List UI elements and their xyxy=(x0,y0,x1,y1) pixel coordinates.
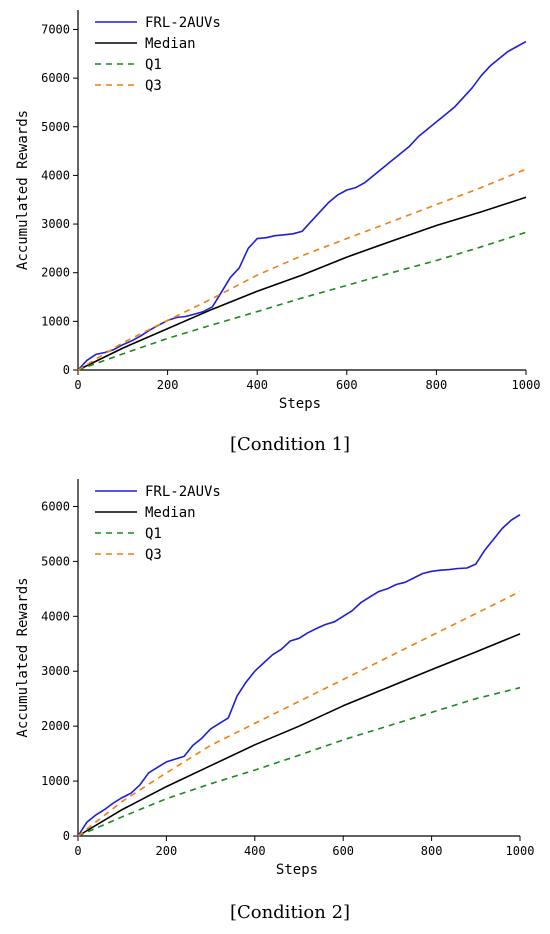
x-tick-label: 600 xyxy=(332,844,354,858)
series-line-q1 xyxy=(77,231,527,371)
x-tick-label: 0 xyxy=(74,844,81,858)
legend-label: Q1 xyxy=(145,526,162,542)
series-line-frl-2auvs xyxy=(77,40,527,371)
x-tick-label: 600 xyxy=(336,378,358,392)
x-tick-label: 200 xyxy=(156,844,178,858)
y-tick-label: 1000 xyxy=(41,314,70,328)
x-tick-label: 400 xyxy=(246,378,268,392)
series-line-q3 xyxy=(77,590,521,837)
x-tick-label: 0 xyxy=(74,378,81,392)
x-tick-label: 800 xyxy=(421,844,443,858)
y-tick-label: 0 xyxy=(63,829,70,843)
legend-label: Median xyxy=(145,505,196,521)
legend-label: FRL-2AUVs xyxy=(145,484,221,500)
y-tick-label: 1000 xyxy=(41,774,70,788)
y-tick-label: 5000 xyxy=(41,120,70,134)
x-tick-label: 200 xyxy=(157,378,179,392)
series-line-q1 xyxy=(77,686,521,837)
y-tick-label: 0 xyxy=(63,363,70,377)
chart-condition-2: 0 200 400 600 800 1000 0 1000 2000 3000 4000 5000 60… xyxy=(15,479,534,923)
chart-caption: [Condition 2] xyxy=(230,902,350,923)
legend-label: Median xyxy=(145,36,196,52)
chart-caption: [Condition 1] xyxy=(230,434,350,455)
x-axis-label: Steps xyxy=(279,396,321,412)
y-tick-label: 6000 xyxy=(41,71,70,85)
legend-label: Q3 xyxy=(145,547,162,563)
y-tick-label: 6000 xyxy=(41,499,70,513)
y-axis-label: Accumulated Rewards xyxy=(15,577,31,737)
y-tick-label: 3000 xyxy=(41,664,70,678)
x-tick-label: 1000 xyxy=(512,378,541,392)
y-tick-label: 7000 xyxy=(41,22,70,36)
x-tick-label: 400 xyxy=(244,844,266,858)
legend-label: FRL-2AUVs xyxy=(145,15,221,31)
y-tick-label: 4000 xyxy=(41,168,70,182)
y-axis-label: Accumulated Rewards xyxy=(15,110,31,270)
series-line-median xyxy=(77,196,527,371)
x-tick-label: 1000 xyxy=(506,844,535,858)
legend-label: Q1 xyxy=(145,57,162,73)
series-line-frl-2auvs xyxy=(77,514,521,837)
x-axis-label: Steps xyxy=(276,862,318,878)
y-tick-label: 5000 xyxy=(41,554,70,568)
legend-label: Q3 xyxy=(145,78,162,94)
y-tick-label: 2000 xyxy=(41,719,70,733)
chart-condition-1: 0 200 400 600 800 1000 0 1000 2000 3000 4000 5000 60… xyxy=(15,10,540,455)
y-tick-label: 3000 xyxy=(41,217,70,231)
y-tick-label: 2000 xyxy=(41,266,70,280)
series-line-median xyxy=(77,633,521,837)
series-line-q3 xyxy=(77,168,527,371)
x-tick-label: 800 xyxy=(426,378,448,392)
y-tick-label: 4000 xyxy=(41,609,70,623)
